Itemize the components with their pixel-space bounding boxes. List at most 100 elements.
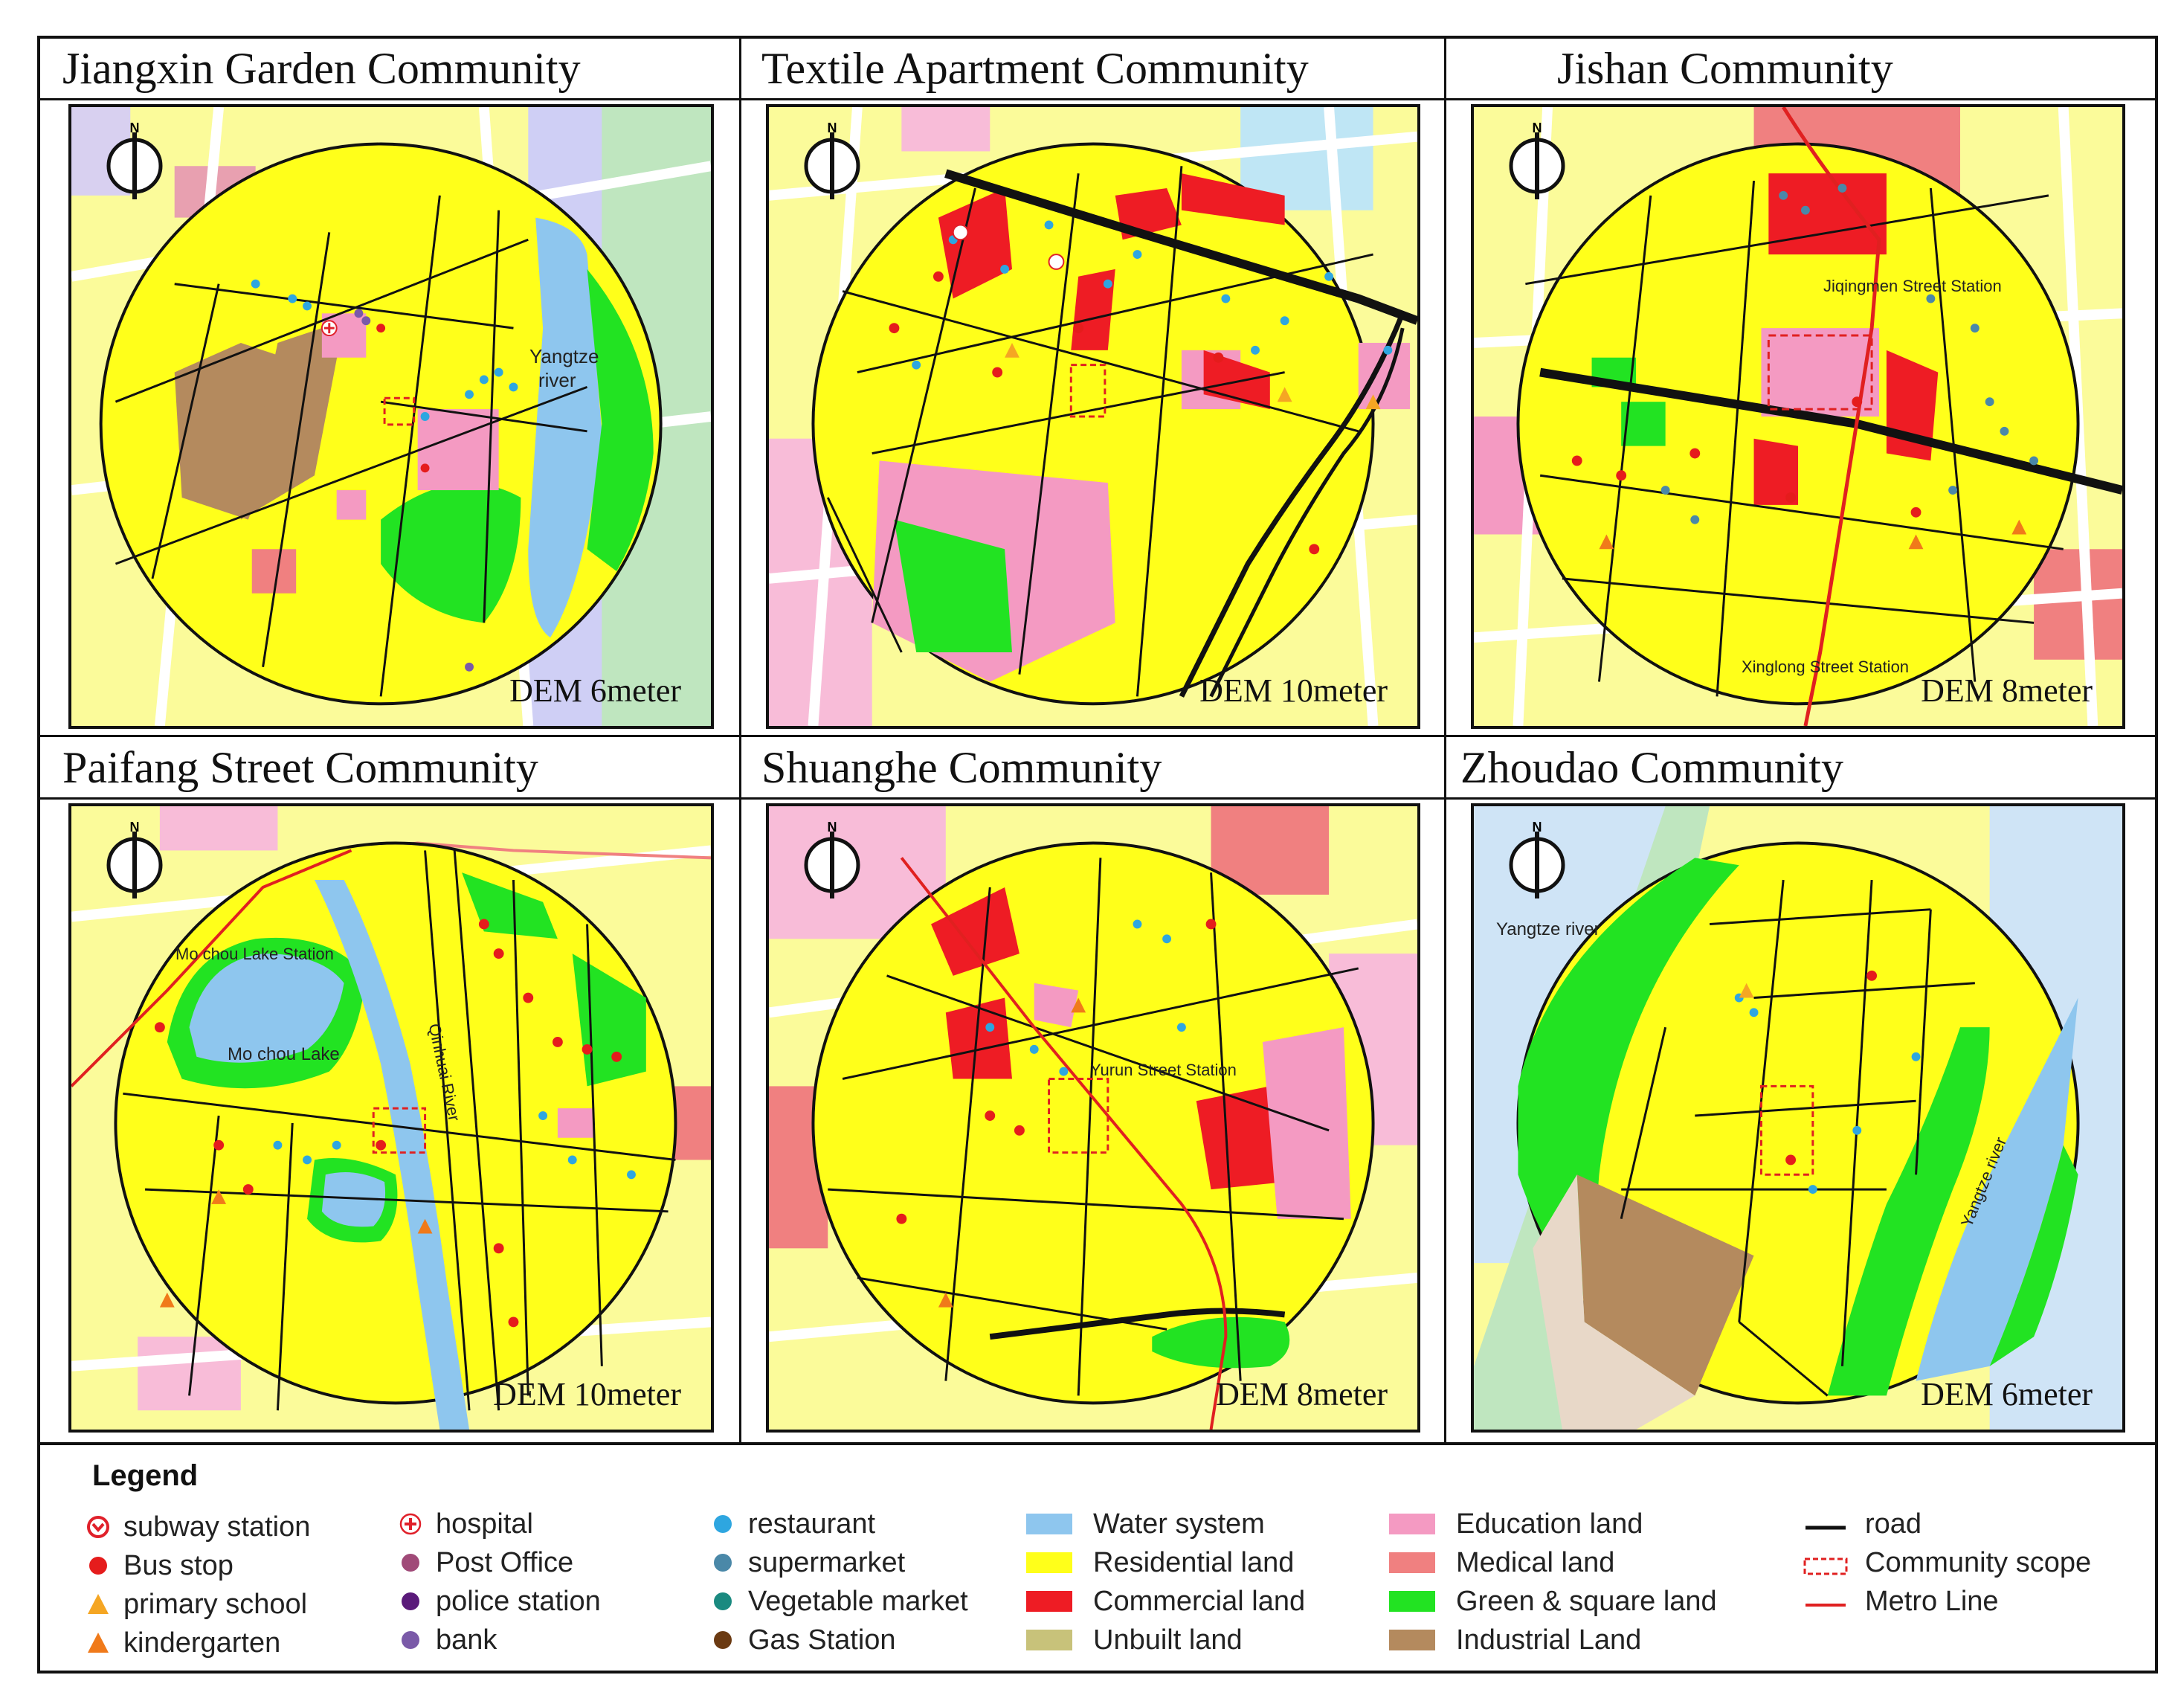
panel-title: Textile Apartment Community — [761, 44, 1309, 93]
north-arrow-icon: N — [1504, 817, 1571, 898]
dem-label: DEM 6meter — [509, 672, 681, 709]
panel-title: Zhoudao Community — [1460, 743, 1843, 792]
legend-label: Education land — [1456, 1508, 1643, 1540]
map-canvas — [71, 806, 711, 1430]
medical-land-swatch — [1389, 1552, 1435, 1573]
education-land-swatch — [1389, 1514, 1435, 1534]
dem-label: DEM 6meter — [1921, 1376, 2093, 1412]
water-system-swatch — [1026, 1514, 1072, 1534]
grid-divider — [40, 1442, 2155, 1445]
panel-title: Jiangxin Garden Community — [62, 44, 581, 93]
map-canvas — [1474, 806, 2122, 1430]
legend-item-community-scope: Community scope — [1803, 1546, 2091, 1580]
map-paifang-street: N Mo chou Lake Station Mo chou Lake Qinh… — [68, 803, 714, 1433]
map-zhoudao: N Yangtze river Yangtze river DEM 6meter — [1471, 803, 2125, 1433]
bank-icon — [396, 1625, 425, 1655]
north-arrow-icon: N — [1504, 118, 1571, 199]
grid-divider — [1444, 39, 1446, 1442]
legend-label: road — [1865, 1508, 1922, 1540]
legend-item-post-office: Post Office — [396, 1546, 573, 1580]
legend-item-metro-line: Metro Line — [1803, 1584, 1999, 1618]
legend-item-unbuilt-land: Unbuilt land — [1026, 1623, 1243, 1657]
map-textile-apartment: N DEM 10meter — [766, 104, 1420, 729]
station-label: Yurun Street Station — [1090, 1061, 1237, 1079]
map-canvas — [769, 806, 1417, 1430]
green-square-land-swatch — [1389, 1591, 1435, 1612]
community-scope-icon — [1803, 1552, 1849, 1575]
legend-item-gas-station: Gas Station — [708, 1623, 896, 1657]
lake-label: Mo chou Lake — [228, 1044, 340, 1064]
legend-label: Post Office — [436, 1546, 574, 1578]
legend-item-vegetable-market: Vegetable market — [708, 1584, 968, 1618]
hospital-icon — [396, 1509, 425, 1539]
map-canvas — [1474, 107, 2122, 726]
metro-line-icon — [1803, 1591, 1849, 1612]
station-label: Xinglong Street Station — [1742, 658, 1910, 676]
legend-label: Commercial land — [1093, 1585, 1306, 1617]
legend-label: Metro Line — [1865, 1585, 1999, 1617]
legend: Legend subway station Bus stop primary s… — [40, 1444, 2155, 1671]
river-label: Yangtze river — [1496, 919, 1600, 939]
legend-item-bank: bank — [396, 1623, 497, 1657]
north-arrow-icon: N — [799, 118, 866, 199]
residential-land-swatch — [1026, 1552, 1072, 1573]
legend-label: hospital — [436, 1508, 533, 1540]
north-letter: N — [130, 120, 140, 135]
legend-label: restaurant — [748, 1508, 876, 1540]
grid-divider — [40, 98, 2155, 100]
north-letter: N — [828, 120, 837, 135]
commercial-land-swatch — [1026, 1591, 1072, 1612]
unbuilt-land-swatch — [1026, 1630, 1072, 1650]
legend-item-hospital: hospital — [396, 1507, 533, 1541]
legend-label: supermarket — [748, 1546, 906, 1578]
legend-item-water-system: Water system — [1026, 1507, 1265, 1541]
panel-title: Paifang Street Community — [62, 743, 538, 792]
legend-item-green-square-land: Green & square land — [1389, 1584, 1717, 1618]
grid-divider — [40, 735, 2155, 737]
panel-title: Jishan Community — [1557, 44, 1893, 93]
map-canvas — [71, 107, 711, 726]
legend-item-supermarket: supermarket — [708, 1546, 905, 1580]
legend-item-education-land: Education land — [1389, 1507, 1643, 1541]
station-label: Jiqingmen Street Station — [1823, 277, 2002, 295]
legend-item-police-station: police station — [396, 1584, 601, 1618]
primary-school-icon — [83, 1589, 113, 1619]
legend-label: Medical land — [1456, 1546, 1615, 1578]
legend-label: subway station — [123, 1511, 311, 1543]
map-canvas — [769, 107, 1417, 726]
dem-label: DEM 10meter — [1199, 672, 1388, 709]
post-office-icon — [396, 1548, 425, 1578]
legend-label: Unbuilt land — [1093, 1624, 1243, 1656]
gas-station-icon — [708, 1625, 738, 1655]
legend-label: primary school — [123, 1588, 308, 1620]
legend-item-industrial-land: Industrial Land — [1389, 1623, 1641, 1657]
map-jiangxin-garden: N Yangtze river DEM 6meter — [68, 104, 714, 729]
panel-title: Shuanghe Community — [761, 743, 1162, 792]
legend-label: bank — [436, 1624, 497, 1656]
map-jishan: N Jiqingmen Street Station Xinglong Stre… — [1471, 104, 2125, 729]
station-label: Mo chou Lake Station — [175, 945, 334, 963]
legend-item-bus-stop: Bus stop — [83, 1549, 233, 1583]
supermarket-icon — [708, 1548, 738, 1578]
legend-item-commercial-land: Commercial land — [1026, 1584, 1305, 1618]
dem-label: DEM 8meter — [1921, 672, 2093, 709]
restaurant-icon — [708, 1509, 738, 1539]
legend-label: Gas Station — [748, 1624, 896, 1656]
legend-item-medical-land: Medical land — [1389, 1546, 1614, 1580]
legend-label: police station — [436, 1585, 601, 1617]
map-shuanghe: N Yurun Street Station DEM 8meter — [766, 803, 1420, 1433]
legend-item-residential-land: Residential land — [1026, 1546, 1294, 1580]
legend-label: Water system — [1093, 1508, 1265, 1540]
north-arrow-icon: N — [799, 817, 866, 898]
legend-item-restaurant: restaurant — [708, 1507, 875, 1541]
north-arrow-icon: N — [101, 817, 168, 898]
legend-label: kindergarten — [123, 1627, 281, 1659]
legend-item-subway-station: subway station — [83, 1510, 310, 1544]
dem-label: DEM 8meter — [1216, 1376, 1388, 1412]
legend-item-kindergarten: kindergarten — [83, 1626, 280, 1660]
map-label: river — [538, 369, 576, 391]
subway-station-icon — [83, 1512, 113, 1542]
north-arrow-icon: N — [101, 118, 168, 199]
legend-title: Legend — [92, 1459, 199, 1492]
legend-label: Green & square land — [1456, 1585, 1717, 1617]
